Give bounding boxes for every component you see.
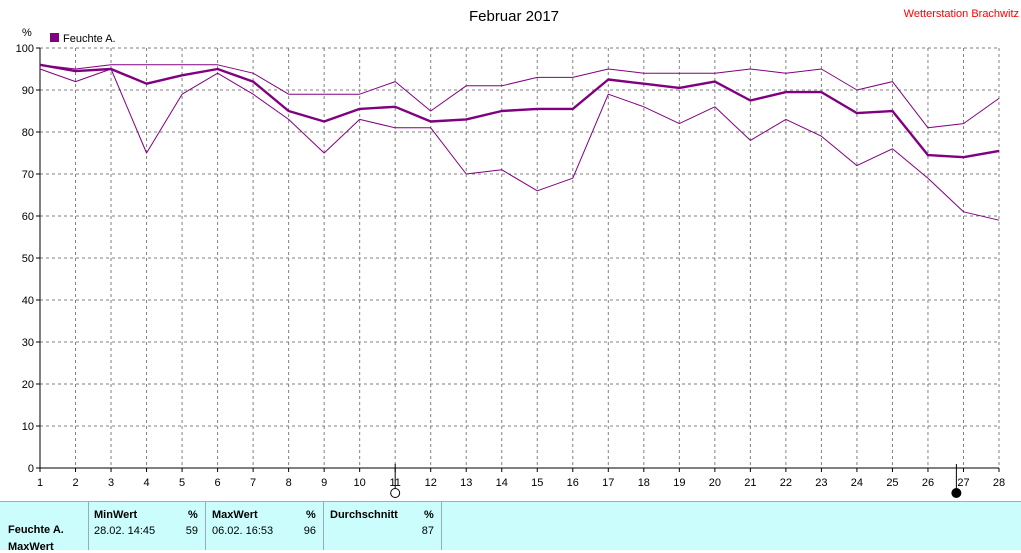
x-tick-label: 23 [815,477,827,489]
y-axis-unit: % [22,27,32,39]
y-tick-label: 90 [22,85,34,97]
avg-header: Durchschnitt [330,509,398,521]
y-tick-label: 10 [22,421,34,433]
x-tick-label: 20 [709,477,721,489]
y-tick-label: 60 [22,211,34,223]
x-tick-label: 13 [460,477,472,489]
max-marker-icon [951,488,962,498]
max-value: 96 [303,525,316,537]
x-tick-label: 9 [321,477,327,489]
x-tick-label: 15 [531,477,543,489]
x-tick-label: 6 [215,477,221,489]
x-tick-label: 19 [673,477,685,489]
x-tick-label: 18 [638,477,650,489]
x-tick-label: 21 [744,477,756,489]
y-tick-label: 70 [22,169,34,181]
x-tick-label: 4 [143,477,149,489]
legend-swatch [50,33,59,42]
min-unit: % [188,509,198,521]
x-tick-label: 2 [72,477,78,489]
min-time: 28.02. 14:45 [94,525,156,537]
y-tick-label: 80 [22,127,34,139]
series-line-avg [39,63,1000,159]
y-tick-label: 0 [28,463,34,475]
y-tick-label: 100 [16,43,34,55]
x-tick-label: 10 [354,477,366,489]
x-tick-label: 17 [602,477,614,489]
max-unit: % [306,509,316,521]
y-tick-label: 50 [22,253,34,265]
y-tick-label: 20 [22,379,34,391]
min-header: MinWert [94,509,138,521]
stats-label-col: Feuchte A. MaxWert [0,502,89,553]
y-tick-label: 30 [22,337,34,349]
max-time: 06.02. 16:53 [212,525,274,537]
legend-label: Feuchte A. [63,33,116,45]
x-tick-label: 27 [957,477,969,489]
x-tick-label: 26 [922,477,934,489]
x-tick-label: 5 [179,477,185,489]
y-tick-label: 40 [22,295,34,307]
stats-footer: Feuchte A. MaxWert MinWert % 28.02. 14:4… [0,501,1021,553]
x-tick-label: 8 [286,477,292,489]
stats-row-label: Feuchte A. [8,524,64,536]
min-marker-icon [390,488,401,498]
series-line-max [39,64,1000,129]
x-tick-label: 22 [780,477,792,489]
stats-row-label-2: MaxWert [8,541,54,553]
series-line-min [39,68,1000,221]
chart-title: Februar 2017 [469,8,559,25]
x-tick-label: 28 [993,477,1005,489]
x-tick-label: 25 [886,477,898,489]
avg-unit: % [424,509,434,521]
max-header: MaxWert [212,509,258,521]
min-col: MinWert % 28.02. 14:45 59 [88,502,206,550]
x-tick-label: 7 [250,477,256,489]
station-name: Wetterstation Brachwitz [904,8,1019,20]
max-col: MaxWert % 06.02. 16:53 96 [206,502,324,550]
x-tick-label: 14 [496,477,508,489]
x-tick-label: 3 [108,477,114,489]
min-value: 59 [185,525,198,537]
humidity-chart: Februar 2017 Wetterstation Brachwitz % F… [16,8,1019,498]
avg-col: Durchschnitt % 87 [324,502,442,550]
x-tick-label: 12 [425,477,437,489]
x-tick-label: 16 [567,477,579,489]
avg-value: 87 [421,525,434,537]
x-tick-label: 24 [851,477,863,489]
x-tick-label: 1 [37,477,43,489]
